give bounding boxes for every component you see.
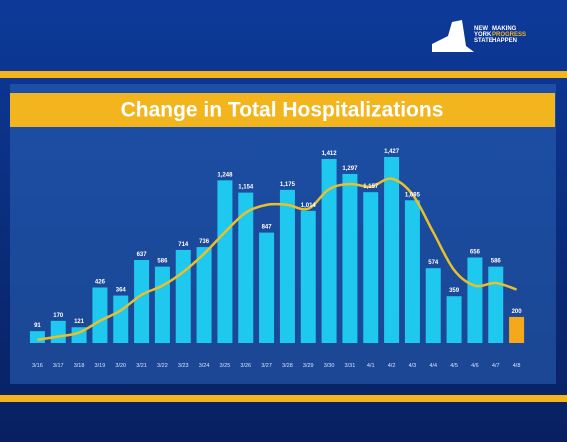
logo-text: MAKING bbox=[492, 26, 517, 32]
category-label: 3/29 bbox=[303, 363, 314, 369]
category-label: 3/18 bbox=[74, 363, 85, 369]
category-label: 3/26 bbox=[240, 363, 251, 369]
category-label: 3/17 bbox=[53, 363, 64, 369]
bar bbox=[196, 247, 212, 343]
value-label: 121 bbox=[74, 319, 85, 325]
value-label: 847 bbox=[262, 225, 273, 231]
category-label: 3/21 bbox=[136, 363, 147, 369]
bar bbox=[488, 266, 504, 343]
category-label: 3/27 bbox=[261, 363, 272, 369]
value-label: 656 bbox=[470, 249, 481, 255]
category-label: 3/23 bbox=[178, 363, 189, 369]
bar bbox=[342, 173, 358, 343]
chart-title: Change in Total Hospitalizations bbox=[121, 99, 444, 122]
category-label: 3/25 bbox=[220, 363, 231, 369]
bar bbox=[446, 296, 462, 343]
value-label: 364 bbox=[116, 288, 127, 294]
bar bbox=[259, 232, 275, 343]
category-label: 4/3 bbox=[409, 363, 417, 369]
value-label: 1,095 bbox=[405, 192, 421, 198]
category-label: 4/6 bbox=[471, 363, 479, 369]
bar bbox=[363, 192, 379, 343]
bar bbox=[175, 249, 191, 343]
bar bbox=[113, 295, 129, 343]
bar bbox=[134, 259, 150, 343]
bar bbox=[92, 287, 108, 343]
category-label: 3/19 bbox=[95, 363, 106, 369]
bottom-stripe bbox=[0, 395, 567, 402]
value-label: 586 bbox=[491, 259, 502, 265]
value-label: 1,157 bbox=[363, 184, 379, 190]
category-label: 3/22 bbox=[157, 363, 168, 369]
bar bbox=[425, 268, 441, 343]
logo-text: NEW bbox=[474, 26, 488, 32]
bar bbox=[279, 189, 295, 343]
category-label: 3/30 bbox=[324, 363, 335, 369]
value-label: 1,175 bbox=[280, 182, 296, 188]
value-label: 736 bbox=[199, 239, 210, 245]
category-label: 3/31 bbox=[345, 363, 356, 369]
top-stripe bbox=[0, 71, 567, 78]
title-banner bbox=[10, 93, 555, 127]
bar bbox=[467, 257, 483, 343]
logo-text: YORK bbox=[474, 32, 492, 38]
value-label: 1,154 bbox=[238, 185, 254, 191]
category-label: 4/2 bbox=[388, 363, 396, 369]
bar bbox=[509, 316, 525, 343]
value-label: 574 bbox=[428, 260, 439, 266]
value-label: 200 bbox=[512, 309, 523, 315]
category-label: 4/8 bbox=[513, 363, 521, 369]
value-label: 359 bbox=[449, 288, 460, 294]
bar bbox=[238, 192, 254, 343]
value-label: 1,297 bbox=[342, 166, 358, 172]
value-label: 1,248 bbox=[217, 172, 233, 178]
category-label: 3/20 bbox=[115, 363, 126, 369]
category-label: 4/5 bbox=[450, 363, 458, 369]
bar bbox=[50, 320, 66, 343]
logo-text: HAPPEN bbox=[492, 38, 517, 44]
value-label: 586 bbox=[157, 259, 168, 265]
value-label: 714 bbox=[178, 242, 189, 248]
value-label: 1,014 bbox=[301, 203, 317, 209]
bar bbox=[217, 180, 233, 343]
bar bbox=[29, 331, 45, 343]
logo-text: STATE bbox=[474, 38, 493, 44]
state-shape bbox=[432, 20, 474, 52]
category-label: 4/4 bbox=[429, 363, 437, 369]
bar bbox=[321, 158, 337, 343]
bar bbox=[404, 200, 420, 343]
value-label: 1,427 bbox=[384, 149, 400, 155]
category-label: 4/7 bbox=[492, 363, 500, 369]
trend-line bbox=[37, 177, 517, 341]
category-label: 3/28 bbox=[282, 363, 293, 369]
bar bbox=[154, 266, 170, 343]
bar bbox=[300, 210, 316, 343]
category-label: 3/16 bbox=[32, 363, 43, 369]
value-label: 1,412 bbox=[322, 151, 338, 157]
value-label: 170 bbox=[53, 313, 64, 319]
bar bbox=[384, 157, 400, 343]
category-label: 4/1 bbox=[367, 363, 375, 369]
value-label: 426 bbox=[95, 279, 106, 285]
category-label: 3/24 bbox=[199, 363, 210, 369]
value-label: 637 bbox=[137, 252, 148, 258]
value-label: 91 bbox=[34, 323, 41, 329]
logo-text: PROGRESS bbox=[492, 32, 526, 38]
